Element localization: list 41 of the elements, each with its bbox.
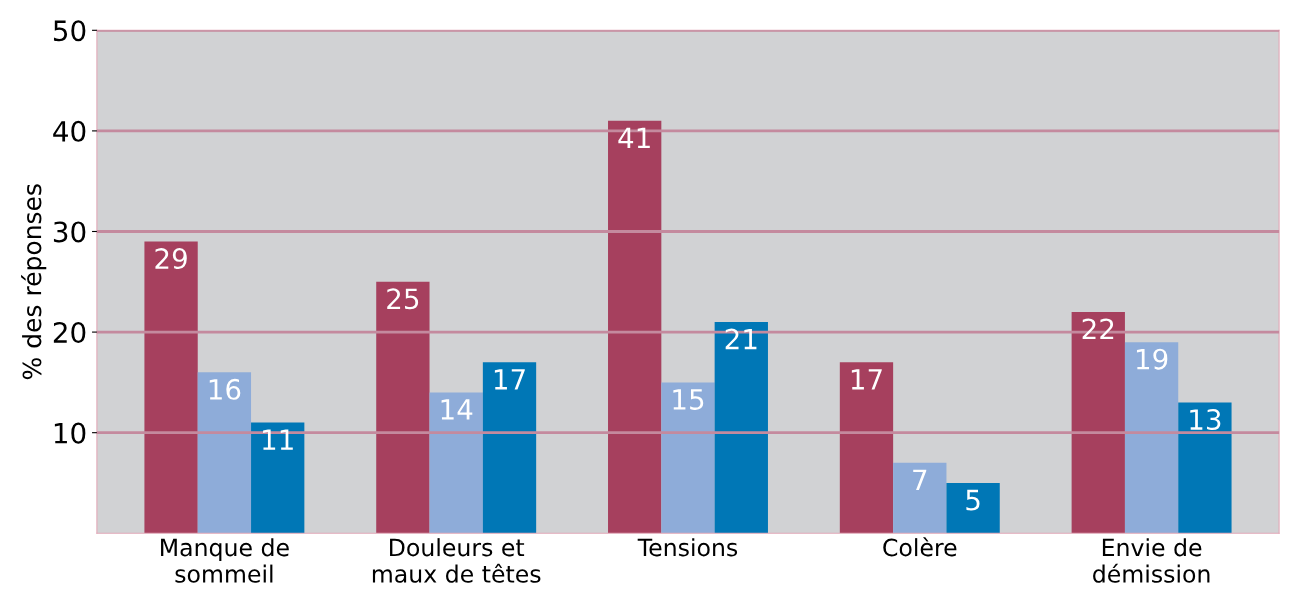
data-label: 25 [387, 288, 419, 310]
data-label: 11 [263, 429, 293, 450]
data-label: 22 [1082, 318, 1114, 340]
bar [482, 362, 537, 534]
data-label: 13 [1190, 409, 1221, 431]
data-label: 15 [673, 389, 704, 410]
data-label: 7 [913, 469, 927, 491]
data-label: 21 [725, 328, 757, 350]
bar [144, 241, 198, 534]
bar [893, 462, 947, 534]
y-axis-title: % des réponses [21, 184, 47, 380]
bar [946, 482, 1000, 534]
x-tick-label: Manque de sommeil [161, 538, 289, 583]
bar [1124, 342, 1179, 534]
y-tick-label: 10 [54, 422, 86, 444]
data-label: 19 [1136, 348, 1168, 370]
y-tick-label: 40 [53, 120, 86, 142]
data-label: 14 [441, 399, 473, 420]
data-label: 17 [851, 369, 882, 390]
data-label: 29 [155, 248, 187, 270]
bar [197, 372, 252, 534]
y-tick-label: 50 [53, 20, 86, 42]
bar [714, 322, 768, 534]
bar [1178, 402, 1232, 534]
bar [429, 392, 483, 534]
x-tick-label: Douleurs et maux de têtes [372, 538, 541, 583]
bar [839, 362, 894, 534]
data-label: 5 [966, 489, 980, 511]
bar [1071, 311, 1125, 534]
bar [661, 382, 715, 534]
x-tick-label: Envie de démission [1093, 538, 1210, 583]
y-tick-label: 20 [53, 322, 86, 344]
data-label: 17 [494, 369, 525, 390]
x-tick-label: Colère [883, 537, 957, 557]
bar [376, 281, 430, 534]
x-tick-label: Tensions [637, 538, 738, 557]
data-label: 16 [209, 378, 241, 400]
y-tick-label: 30 [53, 221, 86, 243]
bar [608, 120, 662, 534]
data-label: 41 [618, 127, 650, 148]
bar [251, 422, 305, 534]
